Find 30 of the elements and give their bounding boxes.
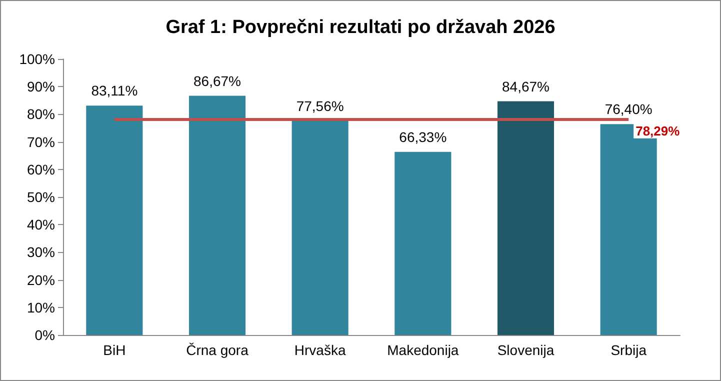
y-tick-label: 0% <box>34 327 55 343</box>
data-label: 76,40% <box>604 101 652 118</box>
data-label: 86,67% <box>194 72 241 89</box>
y-tick-label: 80% <box>26 106 55 122</box>
data-label: 77,56% <box>296 98 344 114</box>
x-tick-label: Slovenija <box>497 342 554 358</box>
ref-line-label: 78,29% <box>636 123 680 138</box>
data-label: 66,33% <box>399 128 447 145</box>
bar <box>188 96 246 335</box>
x-tick-label: Hrvaška <box>294 342 346 358</box>
x-tick-label: Srbija <box>610 342 647 358</box>
x-tick-label: Črna gora <box>186 342 249 358</box>
chart-title: Graf 1: Povprečni rezultati po državah 2026 <box>166 17 556 38</box>
y-tick-label: 60% <box>26 161 55 178</box>
y-tick-label: 90% <box>26 78 55 95</box>
y-tick-label: 10% <box>26 299 55 316</box>
bar <box>497 101 554 335</box>
x-tick-label: BiH <box>103 342 126 358</box>
data-label: 84,67% <box>502 78 550 94</box>
data-label: 83,11% <box>91 82 138 99</box>
bar <box>394 152 452 335</box>
bar <box>292 120 348 335</box>
y-tick-label: 40% <box>26 216 55 233</box>
y-tick-label: 50% <box>26 189 55 205</box>
y-tick-label: 30% <box>26 244 55 260</box>
y-tick-label: 70% <box>26 134 55 150</box>
bar <box>86 106 143 335</box>
x-tick-label: Makedonija <box>387 342 459 358</box>
y-tick-label: 20% <box>26 272 55 288</box>
y-tick-label: 100% <box>19 51 55 67</box>
